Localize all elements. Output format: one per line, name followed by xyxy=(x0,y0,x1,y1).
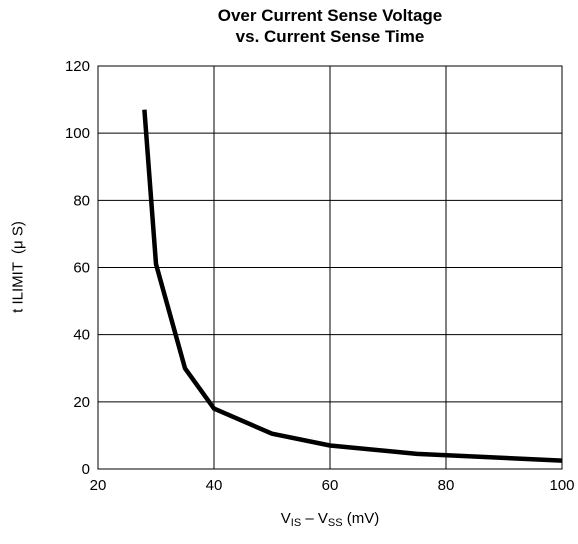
x-label-unit: (mV) xyxy=(342,510,380,527)
x-tick-label-3: 80 xyxy=(438,477,455,494)
x-axis-label: VIS – VSS (mV) xyxy=(98,510,562,529)
x-tick-label-2: 60 xyxy=(322,477,339,494)
plot-frame xyxy=(97,65,563,470)
chart-title-line-1: Over Current Sense Voltage xyxy=(217,6,443,25)
y-tick-label-2: 40 xyxy=(73,327,90,344)
x-tick-label-4: 100 xyxy=(549,477,574,494)
x-label-v1: V xyxy=(280,510,291,527)
y-tick-label-0: 0 xyxy=(82,461,90,478)
x-tick-label-1: 40 xyxy=(206,477,223,494)
y-tick-label-3: 60 xyxy=(73,260,90,277)
x-label-sub2: SS xyxy=(327,517,343,529)
series-layer xyxy=(142,109,563,463)
series-line-0 xyxy=(142,109,563,463)
grid xyxy=(97,65,563,470)
y-tick-label-6: 120 xyxy=(65,58,90,75)
x-label-mid: – V xyxy=(301,510,328,527)
x-tick-label-0: 20 xyxy=(90,477,107,494)
y-tick-label-4: 80 xyxy=(73,192,90,209)
x-label-sub1: IS xyxy=(290,517,302,529)
y-tick-label-5: 100 xyxy=(65,125,90,142)
y-axis-label: t ILIMIT (μ S) xyxy=(9,221,27,313)
y-tick-label-1: 20 xyxy=(73,394,90,411)
chart-title-line-2: vs. Current Sense Time xyxy=(235,27,425,46)
